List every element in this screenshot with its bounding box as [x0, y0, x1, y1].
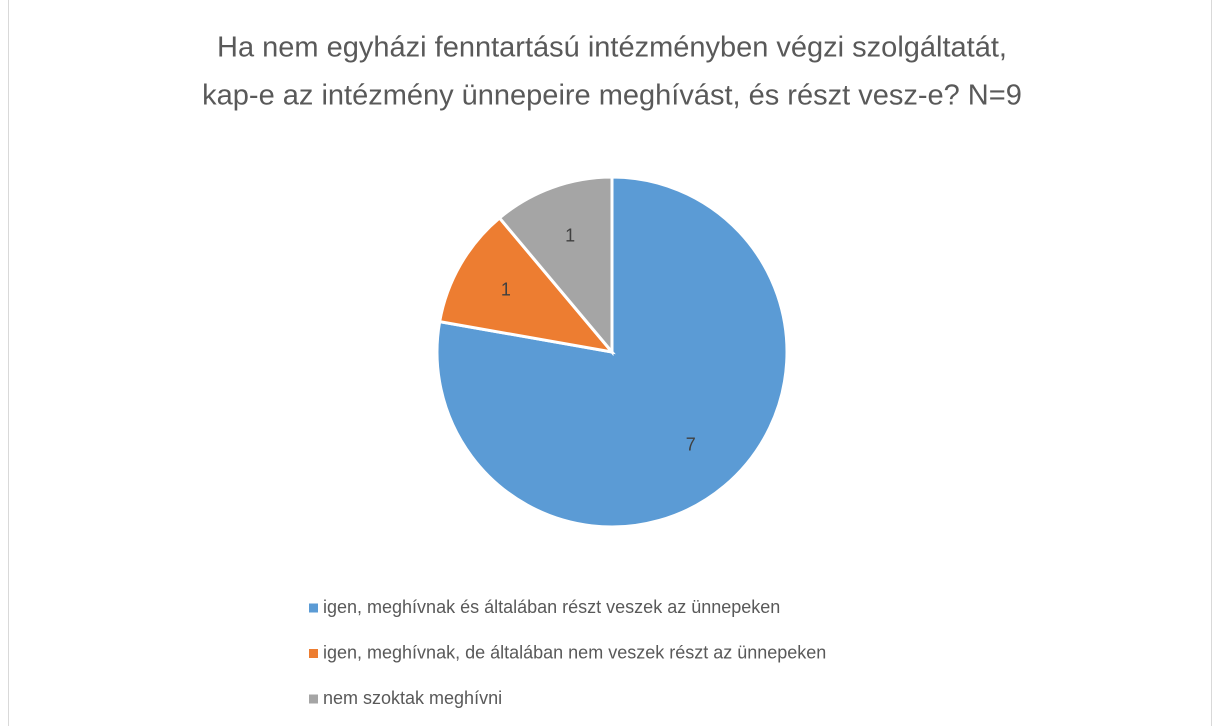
legend-label: igen, meghívnak és általában részt vesze…: [323, 597, 780, 617]
data-label: 7: [686, 435, 696, 455]
pie-slice: [497, 175, 614, 357]
legend-swatch: [309, 603, 318, 613]
data-label: 1: [501, 280, 511, 300]
legend-swatch: [309, 649, 318, 658]
legend-swatch: [309, 694, 318, 704]
pie-slice: [437, 215, 616, 355]
data-label: 1: [565, 226, 575, 246]
chart-title: Ha nem egyházi fenntartású intézményben …: [217, 32, 1007, 64]
chart-title: kap-e az intézmény ünnepeire meghívást, …: [202, 80, 1022, 112]
legend-label: igen, meghívnak, de általában nem veszek…: [323, 642, 826, 662]
legend-label: nem szoktak meghívni: [323, 688, 502, 708]
